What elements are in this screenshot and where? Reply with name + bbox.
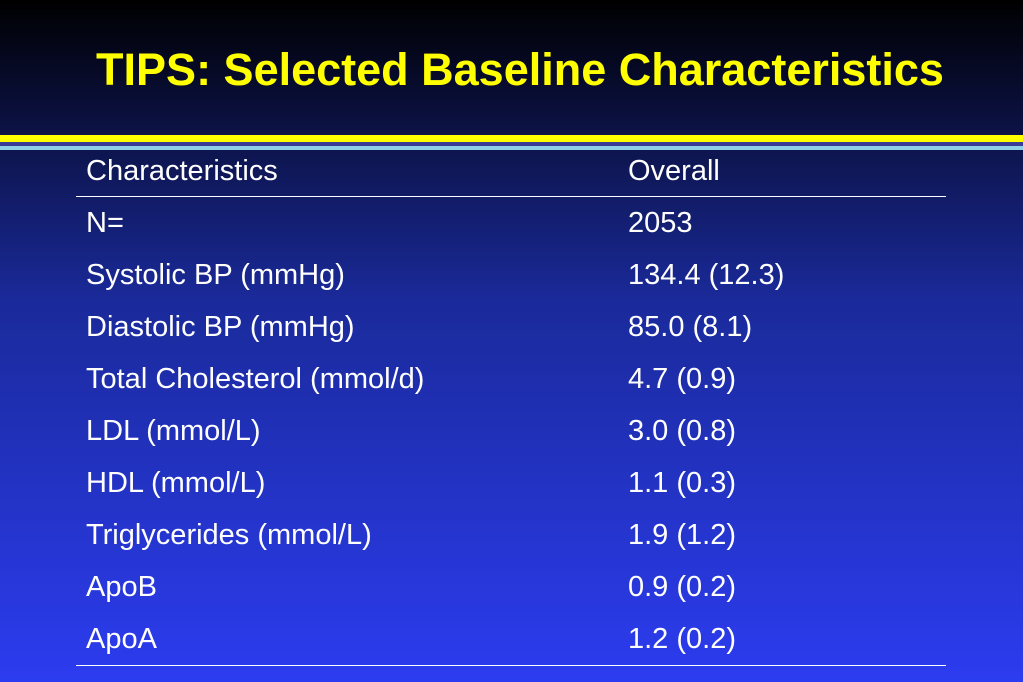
row-label: N= bbox=[86, 207, 124, 239]
table-header: Characteristics Overall bbox=[76, 146, 946, 197]
row-value: 2053 bbox=[628, 207, 693, 239]
row-label: Triglycerides (mmol/L) bbox=[86, 519, 372, 551]
table-row: ApoB 0.9 (0.2) bbox=[76, 561, 946, 613]
row-label: Systolic BP (mmHg) bbox=[86, 259, 345, 291]
table-row: Total Cholesterol (mmol/d) 4.7 (0.9) bbox=[76, 353, 946, 405]
row-value: 3.0 (0.8) bbox=[628, 415, 736, 447]
row-value: 85.0 (8.1) bbox=[628, 311, 753, 343]
baseline-characteristics-table: Characteristics Overall N= 2053 Systolic… bbox=[76, 146, 946, 666]
row-label: ApoB bbox=[86, 571, 157, 603]
table-row: Triglycerides (mmol/L) 1.9 (1.2) bbox=[76, 509, 946, 561]
row-value: 1.9 (1.2) bbox=[628, 519, 736, 551]
table-row: N= 2053 bbox=[76, 197, 946, 250]
table-row: Systolic BP (mmHg) 134.4 (12.3) bbox=[76, 249, 946, 301]
row-value: 4.7 (0.9) bbox=[628, 363, 736, 395]
row-label: Diastolic BP (mmHg) bbox=[86, 311, 355, 343]
slide-title: TIPS: Selected Baseline Characteristics bbox=[96, 44, 944, 95]
table-row: LDL (mmol/L) 3.0 (0.8) bbox=[76, 405, 946, 457]
row-label: HDL (mmol/L) bbox=[86, 467, 266, 499]
table-row: Diastolic BP (mmHg) 85.0 (8.1) bbox=[76, 301, 946, 353]
row-label: LDL (mmol/L) bbox=[86, 415, 261, 447]
row-label: ApoA bbox=[76, 613, 618, 666]
header-row: Characteristics Overall bbox=[76, 146, 946, 197]
table-row: ApoA 1.2 (0.2) bbox=[76, 613, 946, 666]
row-value: 1.2 (0.2) bbox=[618, 613, 946, 666]
header-characteristics: Characteristics bbox=[76, 146, 618, 197]
row-label: Total Cholesterol (mmol/d) bbox=[86, 363, 425, 395]
title-underline-yellow bbox=[0, 135, 1023, 142]
row-value: 134.4 (12.3) bbox=[628, 259, 785, 291]
header-overall: Overall bbox=[618, 146, 946, 197]
title-underline-dark bbox=[0, 142, 1023, 146]
table-body: N= 2053 Systolic BP (mmHg) 134.4 (12.3) … bbox=[76, 197, 946, 666]
row-value: 1.1 (0.3) bbox=[628, 467, 736, 499]
table-row: HDL (mmol/L) 1.1 (0.3) bbox=[76, 457, 946, 509]
row-value: 0.9 (0.2) bbox=[628, 571, 736, 603]
